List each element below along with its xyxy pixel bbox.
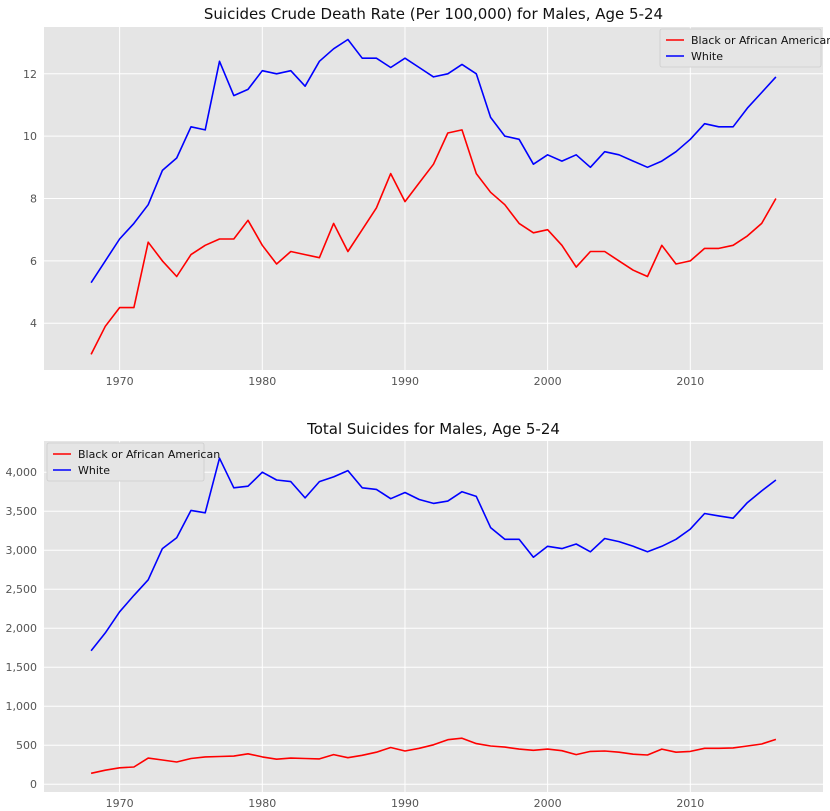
legend-label: White xyxy=(78,464,110,477)
y-tick-label: 10 xyxy=(23,130,37,143)
y-tick-label: 1,000 xyxy=(6,700,38,713)
y-tick-label: 4 xyxy=(30,317,37,330)
y-tick-label: 2,000 xyxy=(6,622,38,635)
x-tick-label: 2000 xyxy=(534,375,562,388)
y-tick-label: 2,500 xyxy=(6,583,38,596)
y-tick-label: 12 xyxy=(23,68,37,81)
y-tick-label: 6 xyxy=(30,255,37,268)
y-tick-label: 4,000 xyxy=(6,466,38,479)
series-line-black-or-african-american xyxy=(90,737,777,775)
series-line-white xyxy=(90,38,777,284)
x-tick-label: 1970 xyxy=(106,797,134,810)
y-tick-label: 3,000 xyxy=(6,544,38,557)
chart-title: Suicides Crude Death Rate (Per 100,000) … xyxy=(204,5,663,23)
chart-2: 1970 1980 1990 2000 2010 0 500 1,000 1,500 2,000 2… xyxy=(6,420,823,810)
series-line-black-or-african-american xyxy=(90,129,777,355)
plot-area xyxy=(44,441,823,792)
x-tick-label: 1980 xyxy=(248,375,276,388)
y-tick-label: 1,500 xyxy=(6,661,38,674)
y-tick-label: 8 xyxy=(30,193,37,206)
legend-label: Black or African American xyxy=(78,448,220,461)
legend-box xyxy=(46,442,205,482)
y-tick-label: 3,500 xyxy=(6,505,38,518)
y-tick-label: 0 xyxy=(30,778,37,791)
y-tick-label: 500 xyxy=(16,739,37,752)
x-tick-label: 2000 xyxy=(534,797,562,810)
x-tick-label: 2010 xyxy=(676,375,704,388)
legend-box xyxy=(659,28,822,68)
legend-label: White xyxy=(691,50,723,63)
series-line-white xyxy=(90,457,777,652)
x-tick-label: 1990 xyxy=(391,375,419,388)
x-tick-label: 2010 xyxy=(676,797,704,810)
x-tick-label: 1980 xyxy=(248,797,276,810)
chart-1: 1970 1980 1990 2000 2010 4 6 8 10 12 Suicides Crud… xyxy=(23,5,830,388)
x-tick-label: 1990 xyxy=(391,797,419,810)
x-tick-label: 1970 xyxy=(106,375,134,388)
legend-label: Black or African American xyxy=(691,34,830,47)
chart-title: Total Suicides for Males, Age 5-24 xyxy=(306,420,560,438)
